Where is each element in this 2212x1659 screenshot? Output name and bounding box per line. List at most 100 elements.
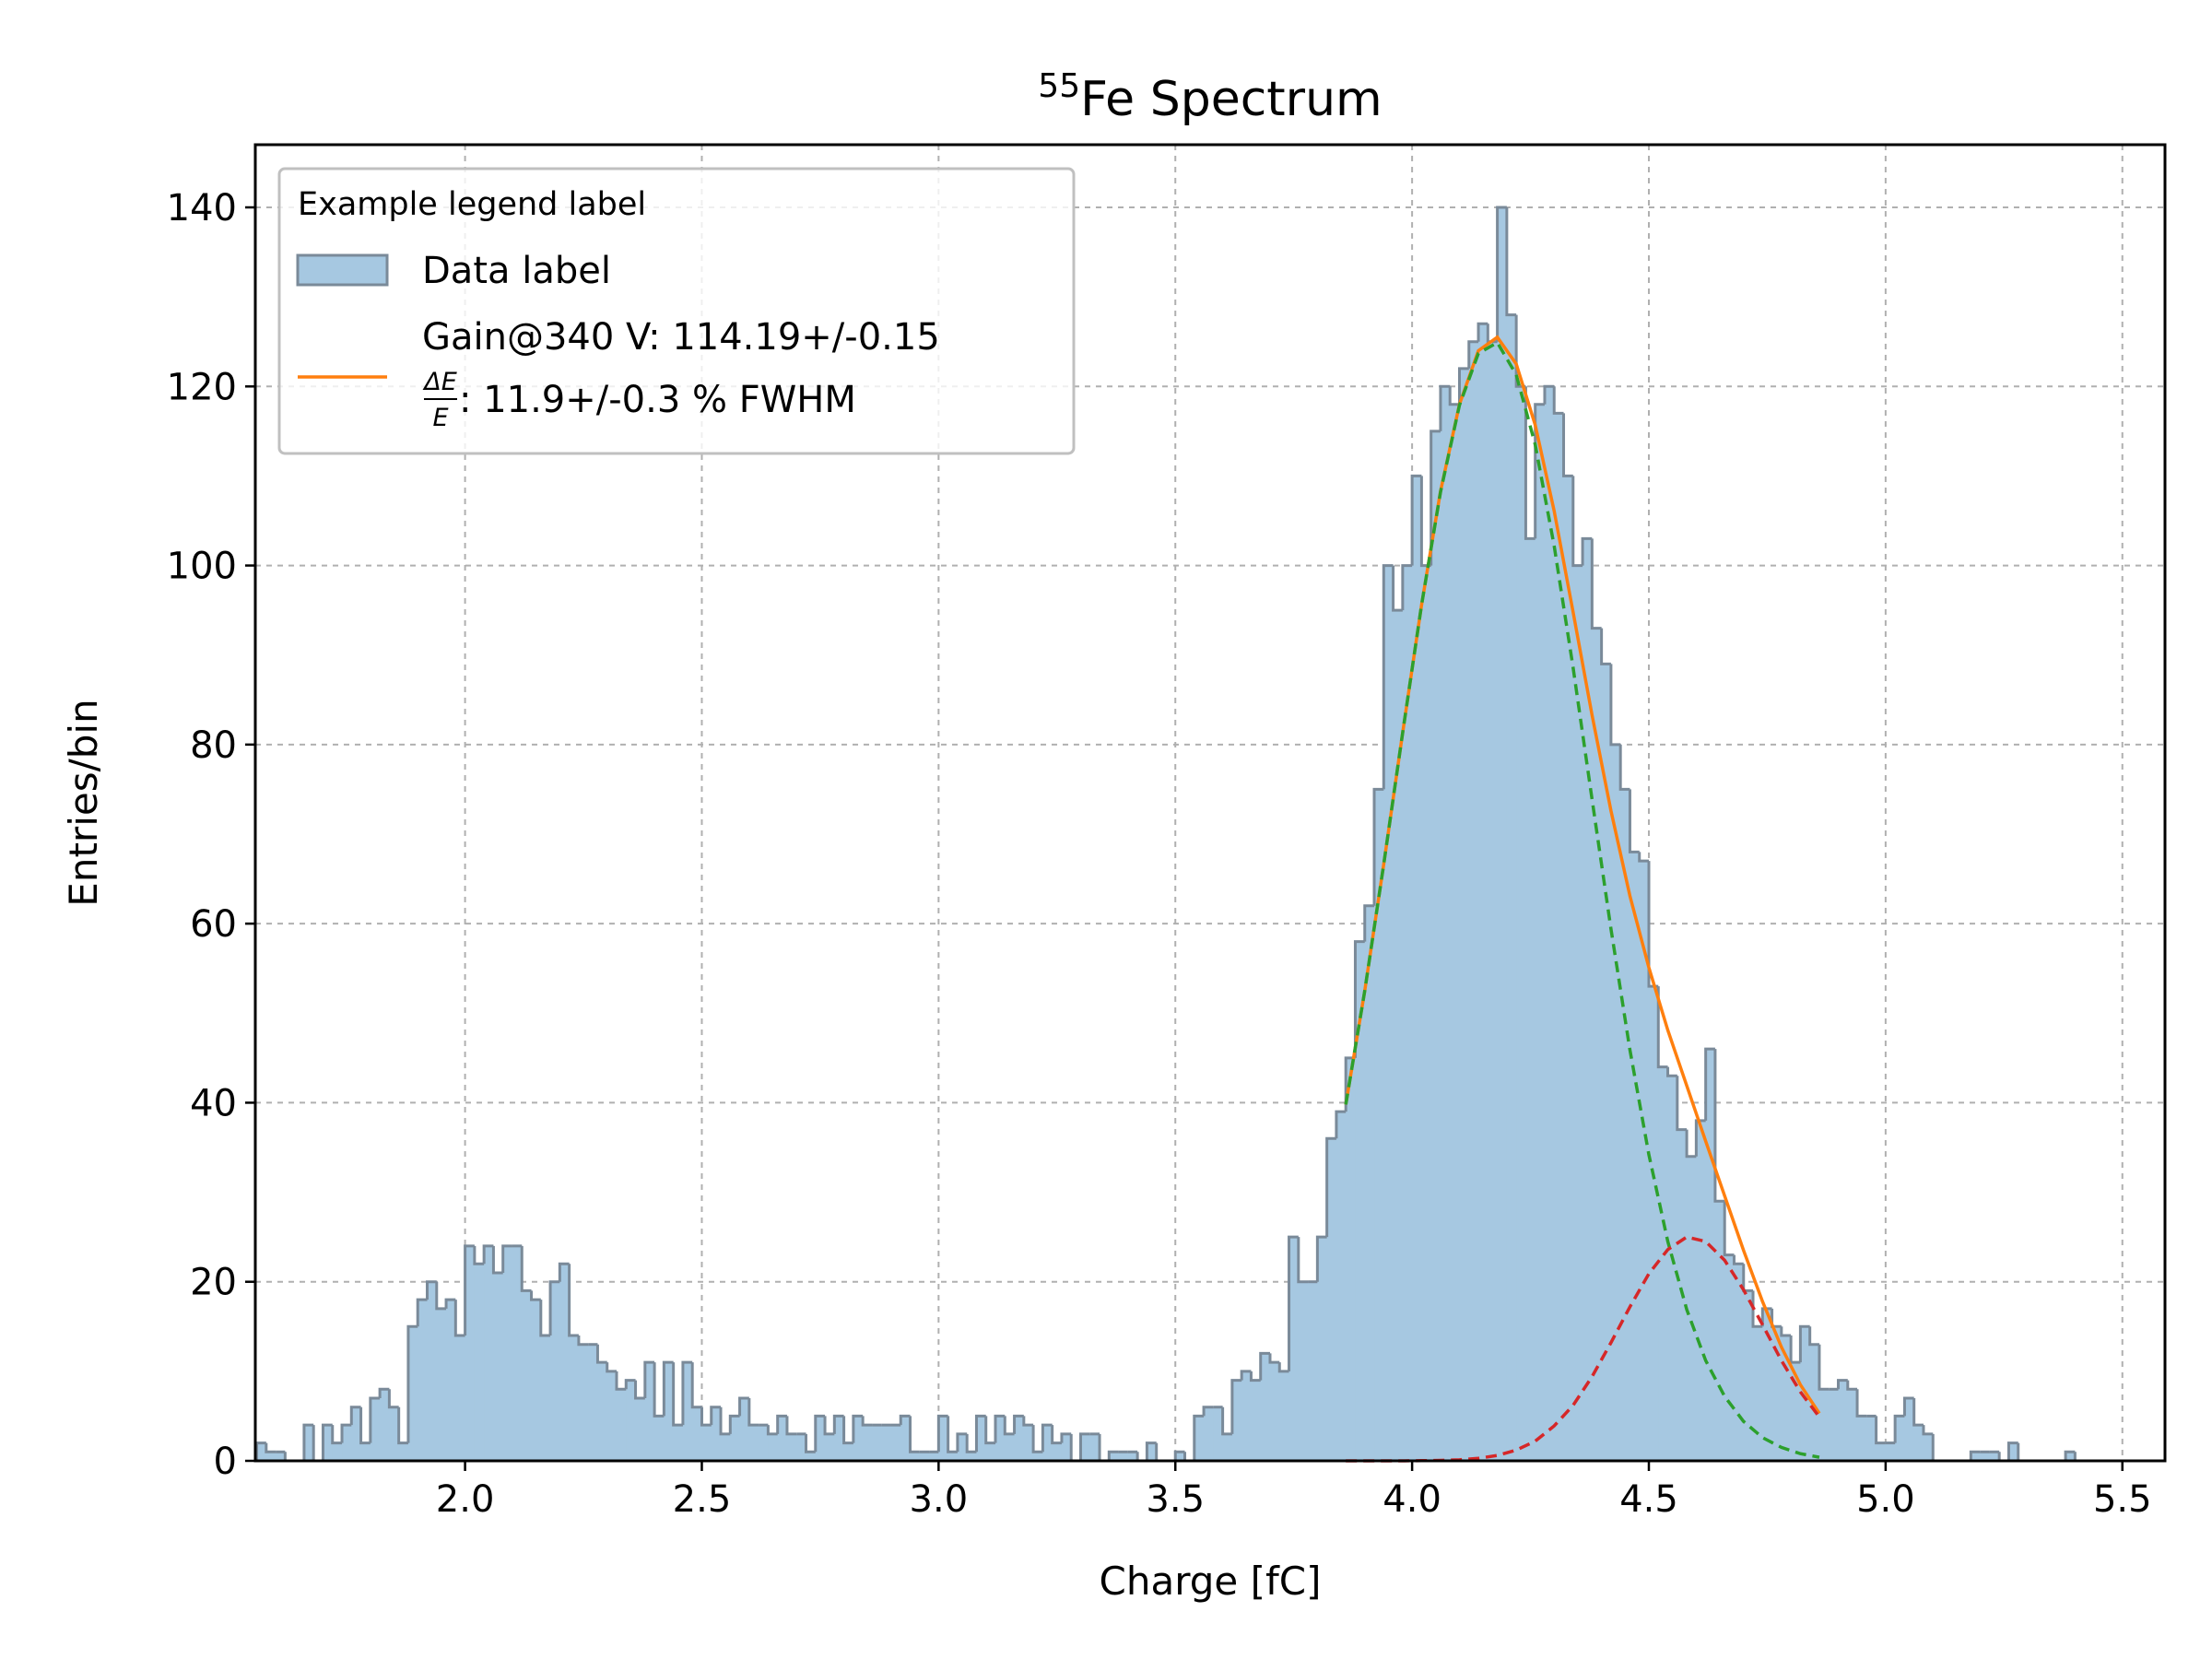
hist-bar	[1971, 1452, 1982, 1461]
hist-outline	[1496, 206, 1507, 342]
hist-outline	[1297, 1237, 1309, 1284]
hist-outline	[1694, 1119, 1706, 1157]
hist-bar	[711, 1406, 722, 1461]
hist-bar	[730, 1416, 741, 1461]
hist-outline	[539, 1300, 551, 1337]
hist-outline	[1230, 1379, 1242, 1434]
hist-outline	[1060, 1432, 1072, 1443]
hist-bar	[1667, 1076, 1678, 1461]
hist-outline	[643, 1360, 655, 1398]
hist-outline	[653, 1362, 665, 1418]
hist-outline	[1789, 1335, 1801, 1364]
hist-outline	[662, 1360, 674, 1417]
hist-outline	[558, 1262, 570, 1282]
hist-outline	[984, 1416, 996, 1445]
hist-outline	[1325, 1136, 1336, 1238]
hist-bar	[881, 1425, 892, 1461]
hist-bar	[351, 1406, 362, 1461]
hist-bar	[1402, 565, 1413, 1461]
fit-curve	[1344, 335, 1821, 1415]
hist-bar	[664, 1362, 675, 1461]
hist-bar	[1771, 1326, 1783, 1461]
x-tick-label: 5.5	[2093, 1478, 2152, 1521]
y-tick-label: 120	[167, 366, 237, 408]
hist-bar	[1876, 1442, 1887, 1461]
hist-outline	[1259, 1351, 1270, 1381]
hist-outline	[1069, 1433, 1081, 1463]
hist-bar	[900, 1416, 912, 1461]
hist-bar	[1989, 1452, 2000, 1461]
hist-bar	[910, 1452, 921, 1461]
hist-bar	[474, 1264, 485, 1461]
hist-outline	[1022, 1416, 1034, 1427]
hist-bar	[1241, 1371, 1252, 1461]
hist-bar	[342, 1425, 352, 1461]
hist-outline	[974, 1414, 986, 1453]
hist-outline	[1837, 1379, 1848, 1390]
hist-bar	[1714, 1201, 1725, 1461]
hist-bar	[446, 1300, 456, 1461]
y-axis-label: Entries/bin	[61, 699, 106, 906]
hist-outline	[321, 1423, 333, 1461]
hist-bar	[256, 1442, 267, 1461]
hist-bar	[332, 1442, 343, 1461]
y-tick-label: 60	[190, 903, 237, 946]
hist-bar	[1904, 1398, 1915, 1461]
hist-outline	[956, 1432, 968, 1453]
hist-outline	[1031, 1425, 1043, 1453]
hist-bar	[1923, 1433, 1934, 1461]
hist-outline	[1704, 1047, 1715, 1121]
hist-bar	[1809, 1344, 1820, 1461]
hist-outline	[1335, 1110, 1347, 1139]
hist-outline	[302, 1423, 314, 1461]
hist-bar	[654, 1416, 665, 1461]
hist-bar	[626, 1380, 637, 1461]
hist-bar	[1355, 941, 1366, 1461]
hist-bar	[682, 1362, 693, 1461]
hist-outline	[1107, 1450, 1119, 1461]
legend: Example legend label Data label Gain@340 V…	[277, 167, 1076, 455]
hist-outline	[312, 1425, 324, 1463]
hist-bar	[1829, 1389, 1840, 1461]
hist-outline	[1486, 324, 1498, 344]
hist-bar	[1317, 1237, 1328, 1461]
hist-outline	[530, 1290, 541, 1301]
legend-title: Example legend label	[298, 186, 646, 223]
hist-outline	[501, 1244, 512, 1273]
y-tick-label: 80	[190, 724, 237, 767]
hist-bar	[1649, 986, 1659, 1461]
hist-outline	[1713, 1049, 1725, 1203]
x-tick-label: 4.5	[1619, 1478, 1678, 1521]
hist-bar	[303, 1425, 314, 1461]
hist-outline	[823, 1416, 835, 1436]
hist-outline	[1618, 744, 1630, 791]
hist-bar	[1412, 476, 1422, 1461]
hist-bar	[1109, 1452, 1120, 1461]
hist-bar	[1364, 905, 1375, 1461]
hist-bar	[418, 1300, 428, 1461]
hist-outline	[1401, 564, 1413, 611]
hist-outline	[1268, 1353, 1280, 1364]
hist-bar	[1421, 565, 1432, 1461]
hist-outline	[1969, 1450, 1981, 1461]
hist-bar	[1374, 789, 1384, 1461]
hist-bar	[380, 1389, 390, 1461]
hist-outline	[1173, 1450, 1185, 1461]
hist-outline	[1552, 386, 1564, 415]
hist-outline	[994, 1414, 1006, 1443]
hist-outline	[1685, 1129, 1697, 1159]
hist-outline	[1430, 429, 1441, 566]
hist-bar	[559, 1264, 571, 1461]
x-tick-label: 3.5	[1146, 1478, 1205, 1521]
hist-outline	[387, 1389, 399, 1409]
legend-label: Data label	[422, 250, 611, 292]
hist-bar	[436, 1308, 447, 1461]
hist-bar	[1572, 565, 1583, 1461]
hist-outline	[406, 1324, 418, 1443]
hist-outline	[1931, 1433, 1943, 1463]
hist-outline	[1855, 1389, 1867, 1418]
hist-outline	[1590, 538, 1602, 630]
hist-bar	[1630, 852, 1641, 1461]
x-tick-label: 4.0	[1382, 1478, 1441, 1521]
